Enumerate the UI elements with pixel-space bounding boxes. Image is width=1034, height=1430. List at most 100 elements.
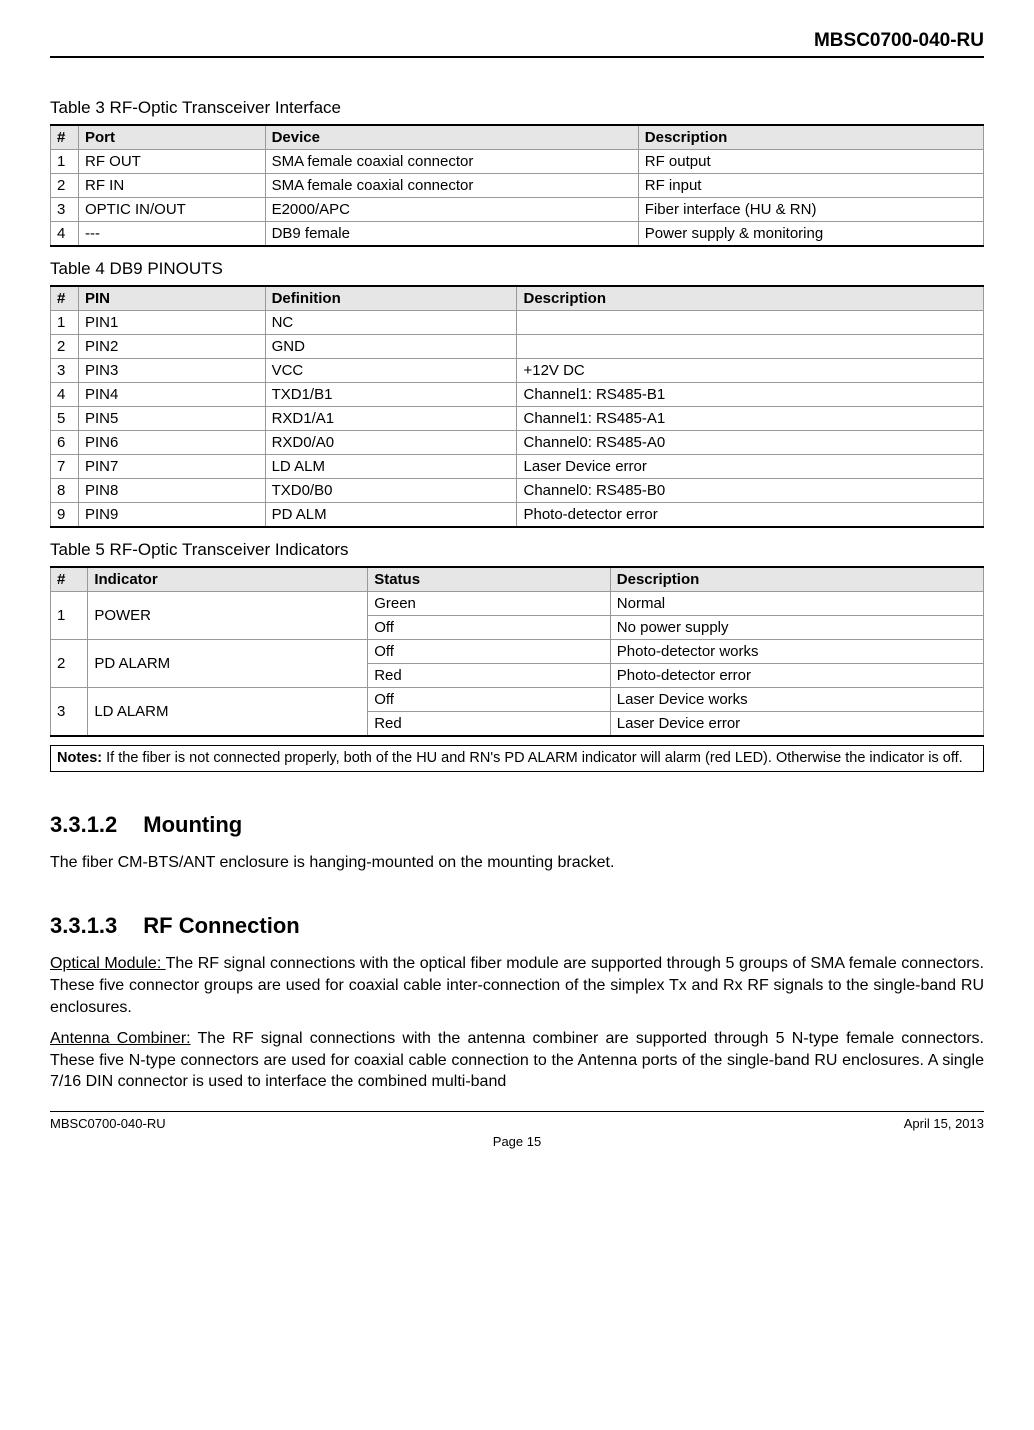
table5: # Indicator Status Description 1POWERGre… <box>50 566 984 737</box>
notes-label: Notes: <box>57 750 102 766</box>
table3-caption: Table 3 RF-Optic Transceiver Interface <box>50 98 984 118</box>
table-cell: OPTIC IN/OUT <box>78 198 265 222</box>
table-cell: 1 <box>51 311 79 335</box>
table-cell: SMA female coaxial connector <box>265 150 638 174</box>
table5-col-num: # <box>51 567 88 592</box>
table5-header-row: # Indicator Status Description <box>51 567 984 592</box>
table-cell: POWER <box>88 592 368 640</box>
table4-col-description: Description <box>517 286 984 311</box>
table-cell: +12V DC <box>517 359 984 383</box>
table-row: 8PIN8TXD0/B0Channel0: RS485-B0 <box>51 479 984 503</box>
antenna-combiner-body: The RF signal connections with the anten… <box>50 1030 984 1090</box>
table-cell: Photo-detector works <box>610 640 983 664</box>
table3-col-device: Device <box>265 125 638 150</box>
table-cell: RF OUT <box>78 150 265 174</box>
table-row: 9PIN9PD ALMPhoto-detector error <box>51 503 984 528</box>
table5-col-description: Description <box>610 567 983 592</box>
table3-col-port: Port <box>78 125 265 150</box>
table5-col-indicator: Indicator <box>88 567 368 592</box>
table-cell: RXD0/A0 <box>265 431 517 455</box>
table-cell: PIN6 <box>78 431 265 455</box>
table-cell: Off <box>368 640 611 664</box>
table-cell: 8 <box>51 479 79 503</box>
table-cell: Off <box>368 616 611 640</box>
table-row: 4---DB9 femalePower supply & monitoring <box>51 222 984 247</box>
table4-col-definition: Definition <box>265 286 517 311</box>
page-footer: MBSC0700-040-RU April 15, 2013 Page 15 <box>50 1111 984 1156</box>
table-cell: TXD0/B0 <box>265 479 517 503</box>
table3: # Port Device Description 1RF OUTSMA fem… <box>50 124 984 247</box>
table-cell: 1 <box>51 150 79 174</box>
footer-doc-id: MBSC0700-040-RU <box>50 1116 166 1131</box>
table-cell: PD ALARM <box>88 640 368 688</box>
table-row: 2PIN2GND <box>51 335 984 359</box>
table-row: 6PIN6RXD0/A0Channel0: RS485-A0 <box>51 431 984 455</box>
table-cell: 4 <box>51 222 79 247</box>
table-cell: --- <box>78 222 265 247</box>
table-cell: Power supply & monitoring <box>638 222 983 247</box>
table-cell: Channel0: RS485-B0 <box>517 479 984 503</box>
table-cell: Green <box>368 592 611 616</box>
table-row: 2RF INSMA female coaxial connectorRF inp… <box>51 174 984 198</box>
footer-date: April 15, 2013 <box>904 1116 984 1131</box>
table-cell: Photo-detector error <box>610 664 983 688</box>
table-cell: 7 <box>51 455 79 479</box>
table3-col-num: # <box>51 125 79 150</box>
table-row: 4PIN4TXD1/B1Channel1: RS485-B1 <box>51 383 984 407</box>
table-cell: Fiber interface (HU & RN) <box>638 198 983 222</box>
antenna-combiner-label: Antenna Combiner: <box>50 1030 191 1047</box>
section-rfconn-num: 3.3.1.3 <box>50 913 117 938</box>
table-row: 1POWERGreenNormal <box>51 592 984 616</box>
notes-box: Notes: If the fiber is not connected pro… <box>50 745 984 772</box>
table-cell: DB9 female <box>265 222 638 247</box>
table-row: 5PIN5RXD1/A1Channel1: RS485-A1 <box>51 407 984 431</box>
table-cell: SMA female coaxial connector <box>265 174 638 198</box>
table-cell: PIN2 <box>78 335 265 359</box>
table-cell: 9 <box>51 503 79 528</box>
table4-header-row: # PIN Definition Description <box>51 286 984 311</box>
table-cell: TXD1/B1 <box>265 383 517 407</box>
table-cell: No power supply <box>610 616 983 640</box>
table-cell: Laser Device error <box>517 455 984 479</box>
table5-caption: Table 5 RF-Optic Transceiver Indicators <box>50 540 984 560</box>
table5-col-status: Status <box>368 567 611 592</box>
table-cell: E2000/APC <box>265 198 638 222</box>
section-mounting-heading: 3.3.1.2 Mounting <box>50 812 984 838</box>
table-cell: PIN9 <box>78 503 265 528</box>
section-rfconn-optical: Optical Module: The RF signal connection… <box>50 953 984 1018</box>
table-row: 3OPTIC IN/OUTE2000/APCFiber interface (H… <box>51 198 984 222</box>
table-cell: 1 <box>51 592 88 640</box>
table-cell: 2 <box>51 174 79 198</box>
table4-col-pin: PIN <box>78 286 265 311</box>
table-cell: Channel1: RS485-B1 <box>517 383 984 407</box>
table-cell: Laser Device works <box>610 688 983 712</box>
table-row: 7PIN7LD ALMLaser Device error <box>51 455 984 479</box>
table-cell: PIN4 <box>78 383 265 407</box>
table-cell: 4 <box>51 383 79 407</box>
section-rfconn-antenna: Antenna Combiner: The RF signal connecti… <box>50 1028 984 1093</box>
table-cell: Red <box>368 712 611 737</box>
table-cell: GND <box>265 335 517 359</box>
table-row: 1PIN1NC <box>51 311 984 335</box>
section-mounting-title: Mounting <box>143 812 242 837</box>
section-rfconn-heading: 3.3.1.3RF Connection <box>50 913 984 939</box>
table-cell: Photo-detector error <box>517 503 984 528</box>
table-cell: PIN5 <box>78 407 265 431</box>
optical-module-label: Optical Module: <box>50 955 166 972</box>
table-cell: PIN3 <box>78 359 265 383</box>
table-cell: 3 <box>51 359 79 383</box>
table-cell: RF IN <box>78 174 265 198</box>
section-mounting-num: 3.3.1.2 <box>50 812 117 837</box>
table-cell: NC <box>265 311 517 335</box>
table-cell: RF output <box>638 150 983 174</box>
table-cell: Channel1: RS485-A1 <box>517 407 984 431</box>
table-cell: LD ALARM <box>88 688 368 737</box>
table-cell: 5 <box>51 407 79 431</box>
table-cell: VCC <box>265 359 517 383</box>
table-cell: RXD1/A1 <box>265 407 517 431</box>
table-cell: 3 <box>51 688 88 737</box>
table-cell: Off <box>368 688 611 712</box>
table-cell: LD ALM <box>265 455 517 479</box>
table-cell: PIN7 <box>78 455 265 479</box>
table-cell: Red <box>368 664 611 688</box>
